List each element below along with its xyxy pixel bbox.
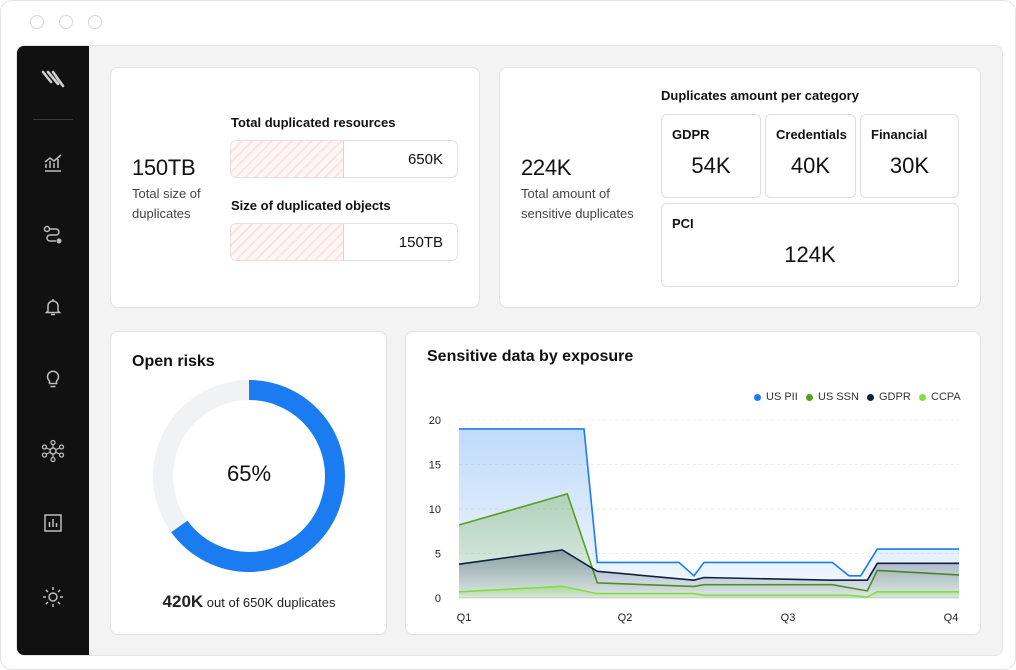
legend-item-ccpa[interactable]: CCPA xyxy=(919,391,961,403)
series-line-us-pii[interactable] xyxy=(459,428,959,577)
category-tile-financial[interactable]: Financial 30K xyxy=(860,114,959,198)
category-value: 124K xyxy=(784,242,836,267)
category-name: GDPR xyxy=(672,127,710,142)
legend-swatch xyxy=(806,393,813,401)
settings-icon[interactable] xyxy=(39,583,67,611)
category-value: 54K xyxy=(691,153,731,178)
dup-objects-bar: 150TB xyxy=(230,223,458,261)
risk-percent: 65% xyxy=(226,461,272,486)
exposure-area-chart: 0 5 10 15 20 Q1 Q2 Q3 Q4 xyxy=(429,415,960,624)
legend-swatch xyxy=(919,393,926,401)
total-size-caption-line-2: duplicates xyxy=(132,206,191,221)
category-tile-credentials[interactable]: Credentials 40K xyxy=(765,114,856,198)
categories-title: Duplicates amount per category xyxy=(661,88,859,103)
x-tick-label: Q1 xyxy=(457,612,472,624)
network-icon[interactable] xyxy=(39,437,67,465)
category-name: Financial xyxy=(871,127,928,142)
legend-item-gdpr[interactable]: GDPR xyxy=(867,391,911,403)
window-maximize-dot[interactable] xyxy=(88,15,102,29)
window-minimize-dot[interactable] xyxy=(59,15,73,29)
dup-objects-bar-fill xyxy=(231,224,344,260)
report-icon[interactable] xyxy=(39,509,67,537)
dashboard: 150TB Total size of duplicates Total dup… xyxy=(16,45,1003,656)
sensitive-total-value: 224K xyxy=(521,155,572,180)
open-risks-card: Open risks 65% 420K out of 650K duplicat… xyxy=(110,331,387,635)
sensitive-total-caption: Total amount of sensitive duplicates xyxy=(521,184,634,224)
x-tick-label: Q3 xyxy=(781,612,796,624)
category-name: Credentials xyxy=(776,127,847,142)
legend-swatch xyxy=(867,393,874,401)
legend-label: CCPA xyxy=(931,391,961,403)
total-size-caption: Total size of duplicates xyxy=(132,184,201,224)
sensitive-caption-line-1: Total amount of xyxy=(521,186,610,201)
legend-label: GDPR xyxy=(879,391,911,403)
y-tick-label: 20 xyxy=(429,415,441,427)
series-line-ccpa[interactable] xyxy=(458,585,959,598)
y-tick-label: 0 xyxy=(435,593,441,605)
category-name: PCI xyxy=(672,216,694,231)
risk-donut-chart xyxy=(153,380,345,572)
x-tick-label: Q2 xyxy=(618,612,633,624)
exposure-title: Sensitive data by exposure xyxy=(427,348,634,365)
dup-objects-value: 150TB xyxy=(398,234,443,251)
total-size-value: 150TB xyxy=(132,155,196,180)
dup-resources-bar: 650K xyxy=(230,140,458,178)
donut-arc xyxy=(153,380,345,572)
x-tick-label: Q4 xyxy=(944,612,959,624)
sensitive-caption-line-2: sensitive duplicates xyxy=(521,206,634,221)
lightbulb-icon[interactable] xyxy=(39,365,67,393)
total-size-caption-line-1: Total size of xyxy=(132,186,201,201)
sidebar xyxy=(17,46,89,655)
legend-item-us-ssn[interactable]: US SSN xyxy=(806,391,859,403)
risk-count-line: 420K out of 650K duplicates xyxy=(111,592,387,612)
open-risks-title: Open risks xyxy=(132,353,215,370)
dup-resources-bar-fill xyxy=(231,141,344,177)
legend-swatch xyxy=(754,393,761,401)
dup-objects-label: Size of duplicated objects xyxy=(231,198,391,213)
category-tile-pci[interactable]: PCI 124K xyxy=(661,203,959,287)
dup-resources-value: 650K xyxy=(407,151,443,168)
exposure-chart-card: Sensitive data by exposure US PII US SSN… xyxy=(405,331,981,635)
sidebar-divider xyxy=(33,119,73,120)
y-tick-label: 5 xyxy=(435,549,441,561)
logo-icon[interactable] xyxy=(39,68,67,96)
y-tick-label: 15 xyxy=(429,460,441,472)
analytics-icon[interactable] xyxy=(39,149,67,177)
duplicates-summary-card: 150TB Total size of duplicates Total dup… xyxy=(110,67,480,308)
category-value: 40K xyxy=(790,153,831,178)
sensitive-duplicates-card: 224K Total amount of sensitive duplicate… xyxy=(499,67,981,308)
category-tile-gdpr[interactable]: GDPR 54K xyxy=(661,114,761,198)
legend-item-us-pii[interactable]: US PII xyxy=(754,391,798,403)
series-line-gdpr[interactable] xyxy=(458,549,959,582)
series-area-ccpa xyxy=(459,586,959,598)
risk-count-value: 420K xyxy=(162,592,204,611)
bell-icon[interactable] xyxy=(39,293,67,321)
window-close-dot[interactable] xyxy=(30,15,44,29)
category-value: 30K xyxy=(889,153,930,178)
series-area-gdpr xyxy=(459,549,959,598)
risk-count-text: out of 650K duplicates xyxy=(206,595,336,610)
legend-label: US PII xyxy=(766,391,798,403)
legend-label: US SSN xyxy=(818,391,859,403)
flow-icon[interactable] xyxy=(39,221,67,249)
y-tick-label: 10 xyxy=(429,504,441,516)
dup-resources-label: Total duplicated resources xyxy=(231,115,396,130)
